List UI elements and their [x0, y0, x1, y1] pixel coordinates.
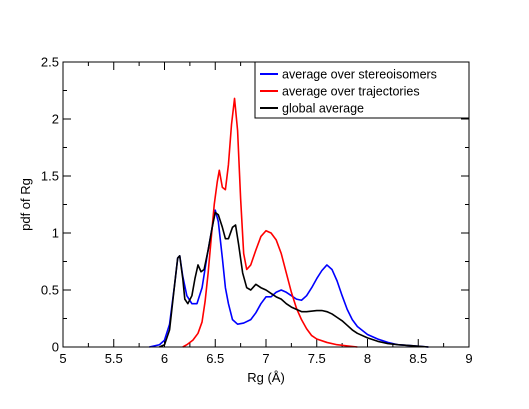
- x-tick-label: 8: [364, 351, 371, 366]
- series-line-2: [159, 211, 429, 348]
- x-tick-label: 5: [59, 351, 66, 366]
- axis-ticks: 5 5.5 6 6.5 7 7.5 8 8.5 9 0 0.5 1 1.5 2 2.5: [41, 55, 473, 367]
- x-axis-label: Rg (Å): [247, 370, 285, 385]
- y-tick-label: 1.5: [41, 169, 59, 184]
- series-line-1: [182, 97, 358, 348]
- x-tick-label: 5.5: [105, 351, 123, 366]
- x-tick-label: 6: [161, 351, 168, 366]
- y-tick-label: 2: [52, 112, 59, 127]
- y-axis-label: pdf of Rg: [18, 178, 33, 231]
- y-tick-label: 0: [52, 340, 59, 355]
- x-tick-label: 9: [465, 351, 472, 366]
- x-tick-label: 8.5: [409, 351, 427, 366]
- series-line-0: [149, 209, 429, 348]
- series-lines: [149, 97, 429, 348]
- y-tick-label: 0.5: [41, 283, 59, 298]
- legend-box: [254, 61, 470, 119]
- x-tick-label: 7: [262, 351, 269, 366]
- y-tick-label: 2.5: [41, 55, 59, 70]
- x-tick-label: 6.5: [206, 351, 224, 366]
- legend-entries: average over stereoisomers average over t…: [260, 68, 437, 116]
- x-tick-label: 7.5: [308, 351, 326, 366]
- legend-label: global average: [282, 102, 364, 116]
- legend-label: average over stereoisomers: [282, 68, 437, 82]
- y-tick-label: 1: [52, 226, 59, 241]
- legend-label: average over trajectories: [282, 85, 420, 99]
- legend: average over stereoisomers average over t…: [254, 61, 470, 119]
